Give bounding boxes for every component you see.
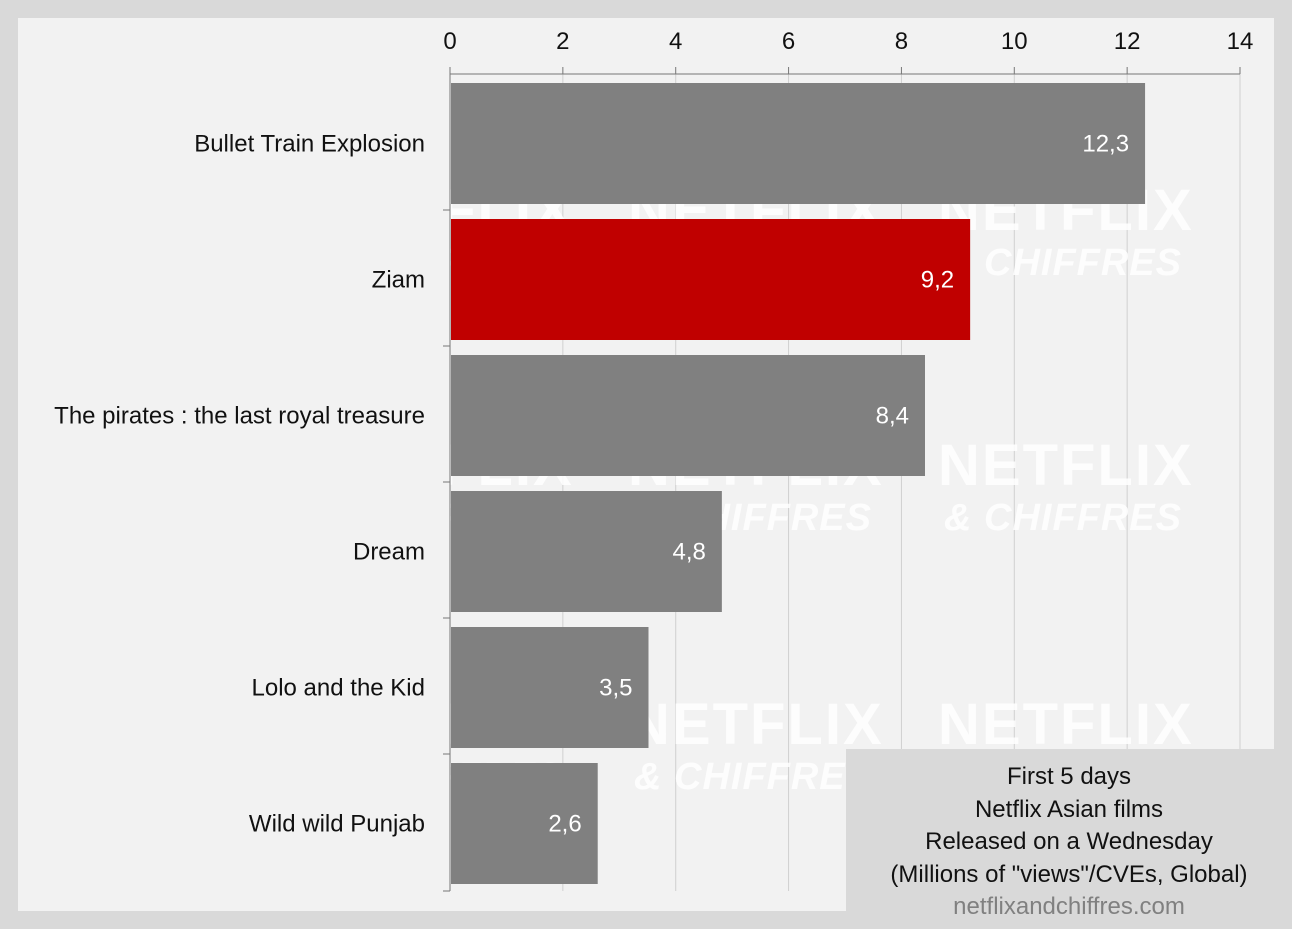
bar xyxy=(451,491,722,612)
info-line-units: (Millions of "views"/CVEs, Global) xyxy=(890,860,1248,888)
watermark-text: & CHIFFRES xyxy=(944,497,1182,539)
info-site-link[interactable]: netflixandchiffres.com xyxy=(953,893,1185,920)
watermark-text: NETFLIX xyxy=(938,692,1194,757)
value-label: 8,4 xyxy=(876,403,909,430)
x-tick-label: 6 xyxy=(782,28,795,55)
x-tick-label: 4 xyxy=(669,28,682,55)
category-label: Dream xyxy=(353,539,425,566)
category-label: Bullet Train Explosion xyxy=(194,131,425,158)
bar xyxy=(451,627,649,748)
watermark-text: NETFLIX xyxy=(628,692,884,757)
category-label: Lolo and the Kid xyxy=(252,675,425,702)
watermark-text: & CHIFFRES xyxy=(944,242,1182,284)
value-label: 3,5 xyxy=(599,675,632,702)
x-tick-label: 0 xyxy=(443,28,456,55)
x-tick-label: 14 xyxy=(1227,28,1254,55)
x-tick-label: 2 xyxy=(556,28,569,55)
x-tick-label: 10 xyxy=(1001,28,1028,55)
watermark-text: NETFLIX xyxy=(938,433,1194,498)
x-tick-label: 12 xyxy=(1114,28,1141,55)
bar xyxy=(451,83,1146,204)
info-box: First 5 days Netflix Asian films Release… xyxy=(846,749,1292,929)
category-label: Ziam xyxy=(372,267,425,294)
bar xyxy=(451,763,598,884)
category-label: Wild wild Punjab xyxy=(249,811,425,838)
x-tick-label: 8 xyxy=(895,28,908,55)
info-line-category: Netflix Asian films xyxy=(974,795,1164,823)
info-line-release: Released on a Wednesday xyxy=(925,828,1213,855)
value-label: 9,2 xyxy=(921,267,954,294)
watermark-text: & CHIFFRES xyxy=(634,756,872,798)
value-label: 12,3 xyxy=(1082,131,1129,158)
value-label: 2,6 xyxy=(548,811,581,838)
info-line-days: First 5 days xyxy=(1006,763,1132,790)
bar xyxy=(451,219,971,340)
bar xyxy=(451,355,925,476)
category-label: The pirates : the last royal treasure xyxy=(54,403,425,430)
value-label: 4,8 xyxy=(672,539,705,566)
